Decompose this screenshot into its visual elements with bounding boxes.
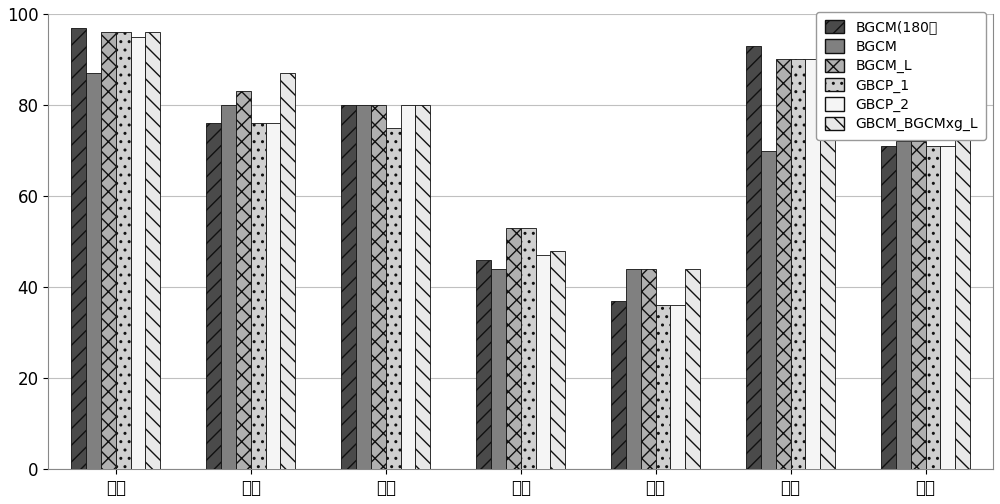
Bar [280, 73, 295, 469]
Bar [415, 105, 430, 469]
Bar [266, 123, 280, 469]
Bar [746, 46, 761, 469]
Bar [71, 28, 86, 469]
Bar [131, 37, 145, 469]
Bar [791, 59, 805, 469]
Bar [955, 137, 970, 469]
Bar [670, 305, 685, 469]
Bar [896, 142, 911, 469]
Bar [371, 105, 386, 469]
Bar [506, 228, 521, 469]
Bar [86, 73, 101, 469]
Bar [521, 228, 536, 469]
Bar [221, 105, 236, 469]
Bar [386, 128, 401, 469]
Bar [685, 269, 700, 469]
Bar [251, 123, 266, 469]
Bar [491, 269, 506, 469]
Bar [536, 256, 550, 469]
Bar [236, 91, 251, 469]
Bar [820, 59, 835, 469]
Bar [206, 123, 221, 469]
Bar [611, 301, 626, 469]
Legend: BGCM(180）, BGCM, BGCM_L, GBCP_1, GBCP_2, GBCM_BGCMxg_L: BGCM(180）, BGCM, BGCM_L, GBCP_1, GBCP_2,… [816, 12, 986, 140]
Bar [356, 105, 371, 469]
Bar [805, 59, 820, 469]
Bar [641, 269, 656, 469]
Bar [476, 260, 491, 469]
Bar [101, 32, 116, 469]
Bar [761, 151, 776, 469]
Bar [116, 32, 131, 469]
Bar [926, 146, 940, 469]
Bar [776, 59, 791, 469]
Bar [881, 146, 896, 469]
Bar [550, 251, 565, 469]
Bar [656, 305, 670, 469]
Bar [911, 142, 926, 469]
Bar [341, 105, 356, 469]
Bar [626, 269, 641, 469]
Bar [145, 32, 160, 469]
Bar [401, 105, 415, 469]
Bar [940, 146, 955, 469]
